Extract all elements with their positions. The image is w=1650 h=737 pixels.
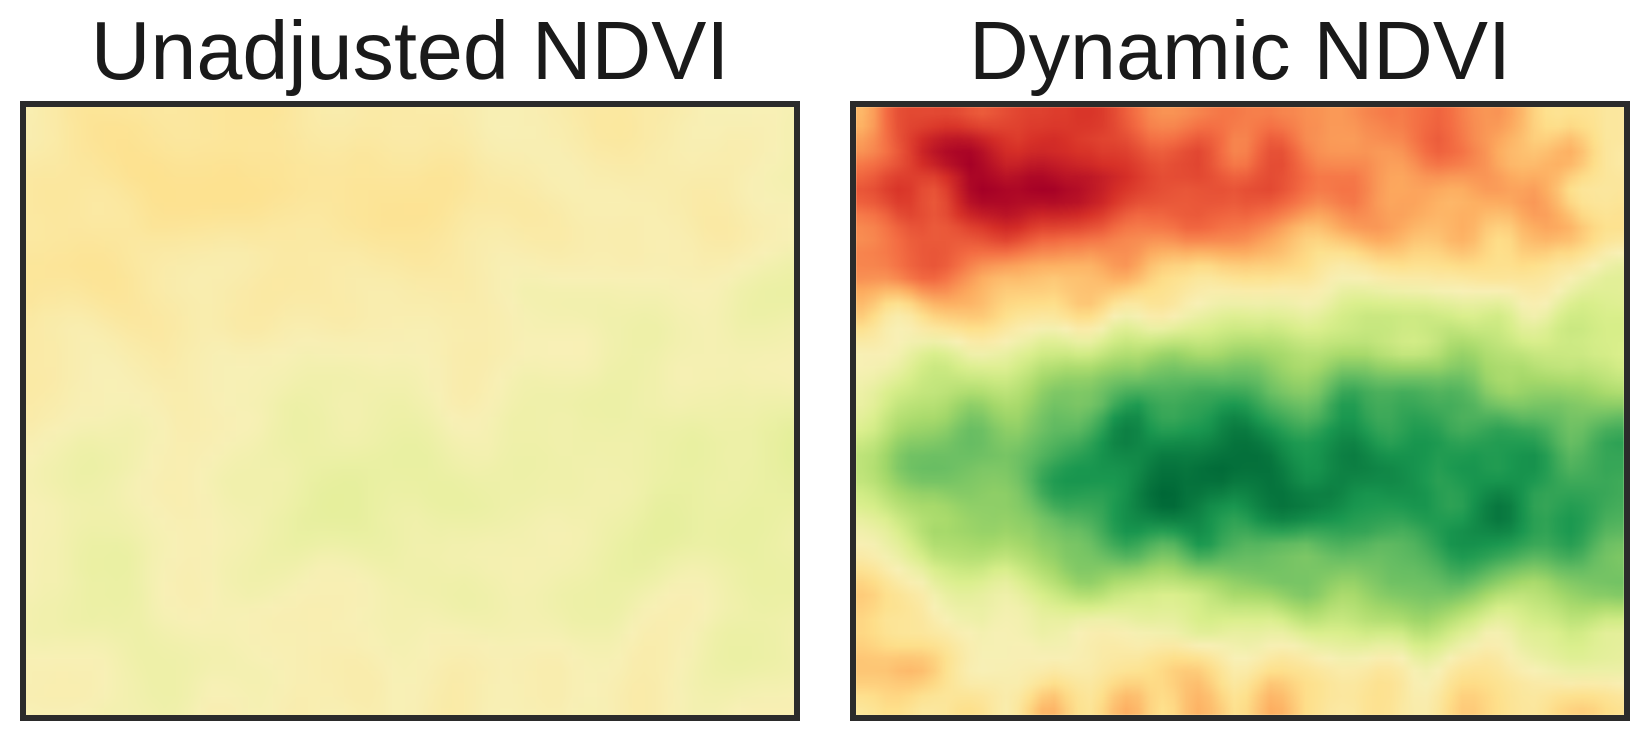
panel-dynamic-ndvi: Dynamic NDVI: [850, 8, 1630, 721]
ndvi-comparison-figure: Unadjusted NDVI Dynamic NDVI: [0, 0, 1650, 721]
panel-title-unadjusted: Unadjusted NDVI: [91, 8, 730, 95]
heatmap-frame-dynamic: [850, 101, 1630, 721]
heatmap-frame-unadjusted: [20, 101, 800, 721]
heatmap-canvas-dynamic: [856, 107, 1624, 715]
heatmap-canvas-unadjusted: [26, 107, 794, 715]
panel-unadjusted-ndvi: Unadjusted NDVI: [20, 8, 800, 721]
panel-title-dynamic: Dynamic NDVI: [969, 8, 1511, 95]
